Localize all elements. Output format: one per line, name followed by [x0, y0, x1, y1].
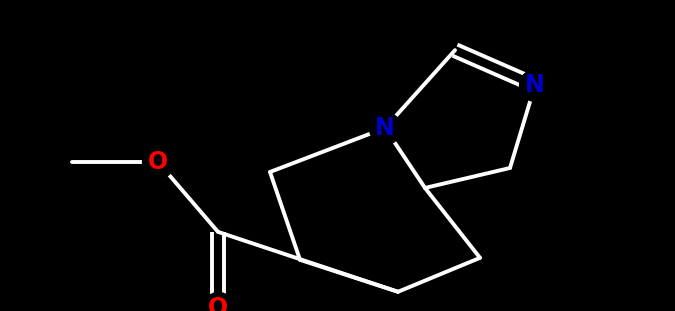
- Text: N: N: [525, 73, 545, 97]
- Text: O: O: [148, 150, 168, 174]
- Text: O: O: [208, 296, 228, 311]
- Text: N: N: [375, 116, 395, 140]
